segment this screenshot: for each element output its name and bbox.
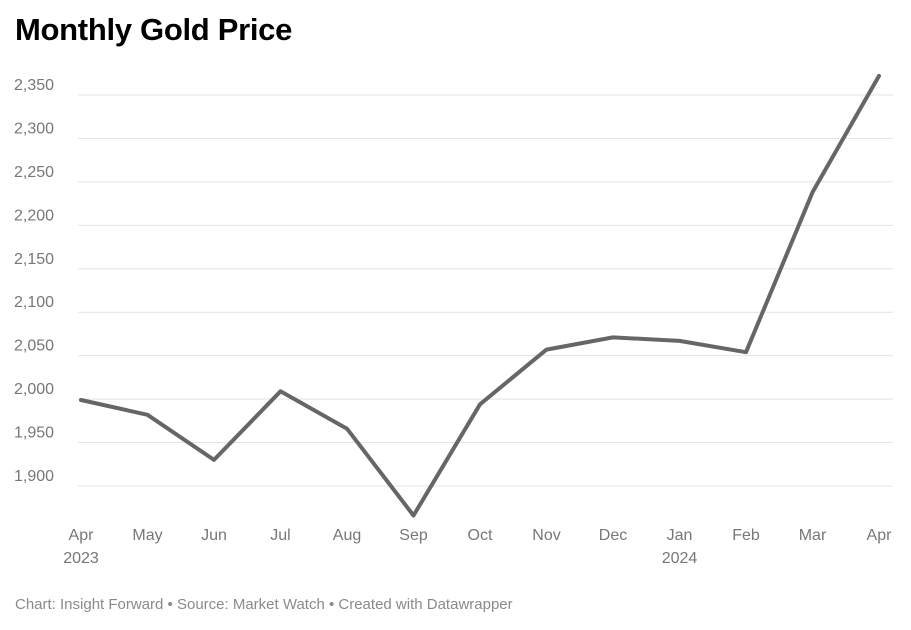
x-tick-label: Dec [599,527,627,544]
y-tick-label: 2,150 [14,251,54,268]
chart-title: Monthly Gold Price [15,12,293,47]
series-points [80,75,880,516]
x-tick-label: Oct [468,527,493,544]
x-tick-label: Jul [270,527,290,544]
y-tick-label: 2,200 [14,207,54,224]
y-tick-label: 2,000 [14,381,54,398]
x-tick-label: May [132,527,162,544]
x-tick-label: Apr [867,527,893,544]
x-tick-label: Jan [667,527,693,544]
y-tick-label: 2,250 [14,164,54,181]
y-tick-label: 2,300 [14,120,54,137]
x-tick-label: Feb [732,527,760,544]
y-tick-label: 2,100 [14,294,54,311]
series-line [79,73,881,518]
x-tick-label: Sep [399,527,428,544]
x-tick-label: Nov [532,527,560,544]
y-tick-label: 1,950 [14,425,54,442]
x-tick-label: Jun [201,527,227,544]
x-tick-year-label: 2023 [63,550,99,567]
y-tick-label: 2,050 [14,338,54,355]
x-axis-ticks: Apr 2023 May Jun Jul Aug Sep Oct Nov Dec Jan 2024 Fe… [63,527,892,567]
y-tick-label: 1,900 [14,468,54,485]
x-tick-year-label: 2024 [662,550,698,567]
x-tick-label: Apr [69,527,95,544]
x-tick-label: Aug [333,527,361,544]
x-tick-label: Mar [799,527,827,544]
chart-footer: Chart: Insight Forward • Source: Market … [15,596,513,613]
y-tick-label: 2,350 [14,77,54,94]
y-axis-ticks: 1,900 1,950 2,000 2,050 2,100 2,150 2,200 2,250… [14,77,54,485]
